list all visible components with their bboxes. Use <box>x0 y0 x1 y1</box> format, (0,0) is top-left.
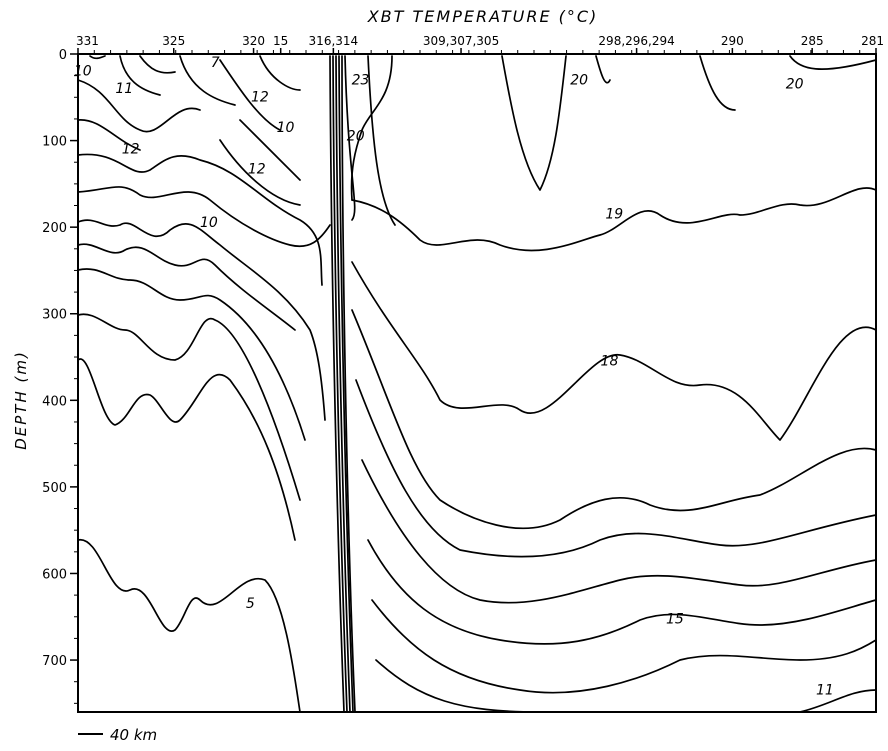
top-tick-label-0: 331 <box>76 34 99 48</box>
y-tick-label-3: 300 <box>42 308 67 323</box>
isotherm-label-12: 19 <box>605 207 623 223</box>
isotherm-label-1: 11 <box>115 81 133 97</box>
isotherm-label-15: 15 <box>666 612 684 628</box>
isotherm-line-38 <box>139 55 176 74</box>
isotherm-line-14 <box>367 55 396 226</box>
top-tick-label-8: 285 <box>801 34 824 48</box>
isotherm-label-0: 10 <box>74 64 92 80</box>
isotherm-line-21 <box>367 539 877 645</box>
isotherm-line-28 <box>789 55 877 70</box>
y-tick-label-5: 500 <box>42 481 67 496</box>
isotherm-line-35 <box>239 119 301 181</box>
isotherm-line-27 <box>699 55 736 111</box>
isotherm-line-5 <box>77 313 301 501</box>
top-tick-label-1: 325 <box>162 34 185 48</box>
top-tick-label-2: 320 <box>242 34 265 48</box>
y-tick-label-7: 700 <box>42 654 67 669</box>
top-tick-label-6: 298,296,294 <box>598 34 674 48</box>
y-axis-label: DEPTH (m) <box>12 350 30 450</box>
top-axis-ticks: 331 325 320 15 316,314 309,307,305 298,296,294… <box>76 34 884 54</box>
isotherm-line-29 <box>119 55 161 96</box>
y-tick-label-2: 200 <box>42 221 67 236</box>
isotherm-line-18 <box>351 309 877 529</box>
isotherm-line-7 <box>77 539 301 713</box>
chart-title: XBT TEMPERATURE (°C) <box>367 7 599 26</box>
isotherm-line-13 <box>344 55 356 221</box>
isotherm-line-10 <box>335 55 351 713</box>
isotherm-line-17 <box>351 261 877 441</box>
isotherm-line-36 <box>219 139 301 206</box>
isotherm-label-11: 10 <box>200 215 218 231</box>
top-tick-label-5: 309,307,305 <box>423 34 499 48</box>
isotherm-line-11 <box>338 55 354 713</box>
isotherm-label-9: 20 <box>570 72 588 88</box>
isotherm-label-14: 5 <box>246 596 255 612</box>
isotherm-line-4 <box>77 268 306 441</box>
scale-bar-label: 40 km <box>110 726 157 744</box>
isotherm-line-3 <box>77 243 296 331</box>
y-tick-label-4: 400 <box>42 394 67 409</box>
top-tick-label-7: 290 <box>721 34 744 48</box>
isotherm-label-7: 23 <box>352 72 370 88</box>
isotherm-line-19 <box>355 379 877 558</box>
isotherm-line-31 <box>77 79 201 133</box>
isotherm-contours <box>77 55 877 713</box>
isotherm-line-22 <box>371 599 877 694</box>
isotherm-line-33 <box>219 59 281 131</box>
y-tick-label-6: 600 <box>42 567 67 582</box>
isotherm-label-4: 10 <box>277 120 295 136</box>
isotherm-line-0 <box>77 153 323 286</box>
y-tick-label-0: 0 <box>59 48 67 63</box>
isotherm-line-30 <box>179 55 236 106</box>
isotherm-line-9 <box>332 55 348 713</box>
isotherm-line-32 <box>77 119 141 151</box>
top-tick-label-4: 316,314 <box>309 34 359 48</box>
isotherm-label-16: 11 <box>816 683 834 699</box>
isotherm-line-23 <box>375 659 541 713</box>
isotherm-line-34 <box>259 55 301 91</box>
isotherm-label-5: 12 <box>122 142 140 158</box>
isotherm-label-3: 12 <box>251 90 269 106</box>
isotherm-label-2: 7 <box>211 55 220 71</box>
top-tick-label-9: 281 <box>861 34 884 48</box>
isotherm-line-8 <box>329 55 345 713</box>
isotherm-line-26 <box>595 55 611 84</box>
isotherm-line-16 <box>351 187 877 252</box>
top-tick-label-3: 15 <box>273 34 288 48</box>
isotherm-line-15 <box>350 55 393 201</box>
isotherm-line-25 <box>501 55 567 191</box>
isotherm-labels: 10 11 7 12 10 12 12 23 20 20 20 10 19 18 5 15 11 <box>74 55 834 699</box>
isotherm-line-12 <box>341 55 356 713</box>
isotherm-label-13: 18 <box>601 354 619 370</box>
isotherm-line-6 <box>77 358 296 541</box>
isotherm-label-6: 12 <box>248 161 266 177</box>
y-tick-label-1: 100 <box>42 135 67 150</box>
isotherm-line-20 <box>361 459 877 604</box>
plot-frame <box>77 53 877 713</box>
isotherm-line-37 <box>89 55 106 60</box>
isotherm-line-24 <box>799 689 877 713</box>
y-axis-ticks: 0 100 200 300 400 500 600 700 <box>42 48 78 704</box>
isotherm-label-8: 20 <box>347 129 365 145</box>
isotherm-line-1 <box>77 186 331 248</box>
isotherm-label-10: 20 <box>786 77 804 93</box>
isotherm-line-2 <box>77 219 326 421</box>
